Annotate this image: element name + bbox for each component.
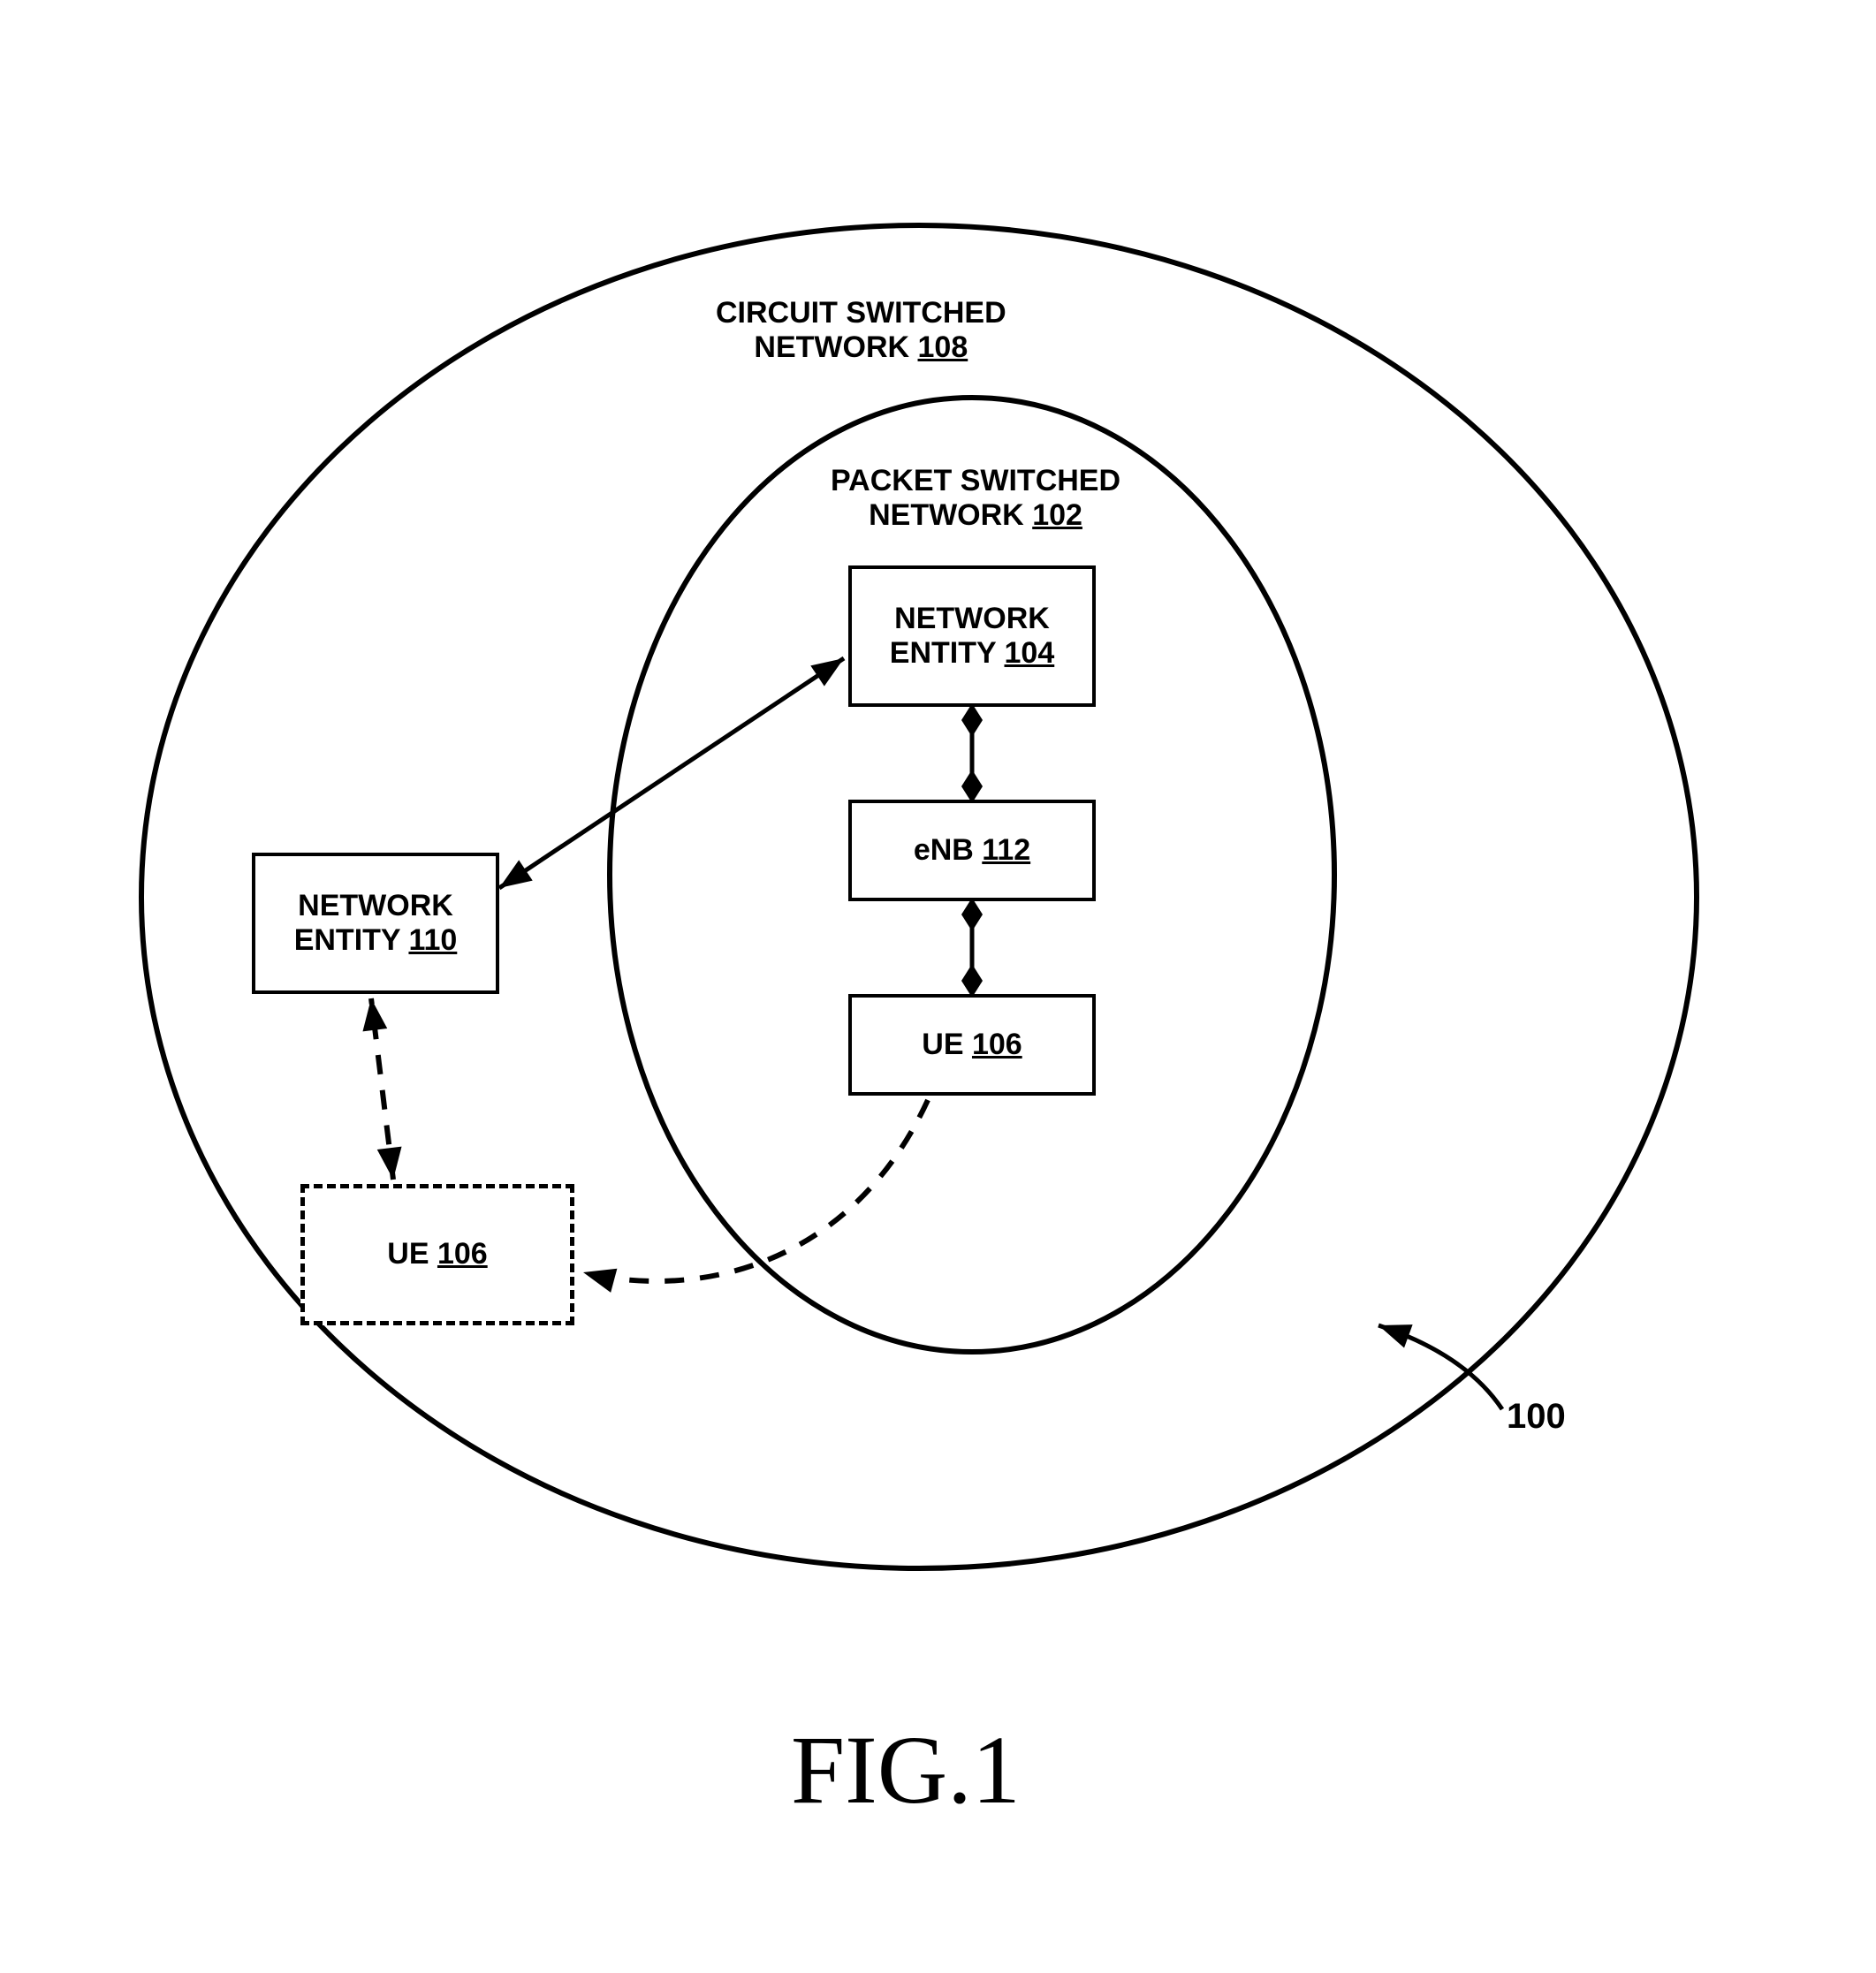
reference-100-label: 100 [1507,1396,1566,1437]
ue-106-inner-box: UE 106 [848,994,1096,1096]
page: CIRCUIT SWITCHEDNETWORK 108 PACKET SWITC… [0,0,1876,1973]
figure-label: FIG.1 [791,1714,1021,1826]
network-entity-110-label: NETWORKENTITY 110 [294,889,458,958]
network-entity-104-label: NETWORKENTITY 104 [890,602,1054,671]
inner-network-label: PACKET SWITCHEDNETWORK 102 [831,464,1120,533]
ue-106-inner-label: UE 106 [922,1028,1022,1062]
enb-112-box: eNB 112 [848,800,1096,901]
network-entity-104-box: NETWORKENTITY 104 [848,565,1096,707]
enb-112-label: eNB 112 [914,833,1030,868]
ue-106-outer-label: UE 106 [387,1237,487,1271]
network-entity-110-box: NETWORKENTITY 110 [252,853,499,994]
outer-network-label: CIRCUIT SWITCHEDNETWORK 108 [716,296,1006,365]
ue-106-outer-box: UE 106 [300,1184,574,1325]
